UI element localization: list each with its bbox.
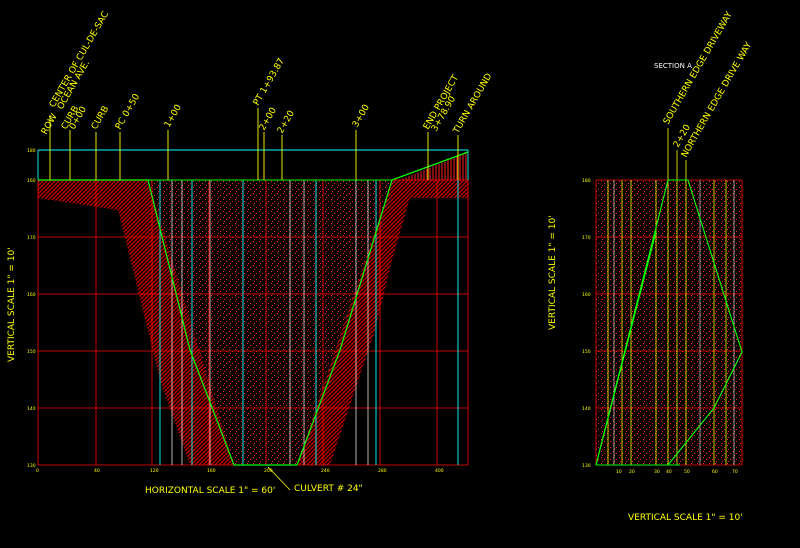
elev-tick: 150	[582, 349, 591, 355]
elev-tick: 160	[582, 292, 591, 298]
ground-line	[38, 151, 469, 466]
elev-tick: 160	[27, 292, 36, 298]
elev-tick: 170	[582, 235, 591, 241]
section-stipple	[596, 180, 742, 465]
x-tick: 240	[321, 468, 330, 474]
culvert-label: CULVERT # 24"	[294, 484, 363, 494]
profile-x-ticks: 0 40 120 160 200 240 280 400	[36, 468, 444, 474]
x-tick: 40	[666, 469, 672, 475]
left-hatch-band	[38, 180, 234, 465]
label-curb-2: CURB	[90, 105, 111, 132]
elev-tick: 130	[582, 463, 591, 469]
x-tick: 70	[732, 469, 738, 475]
section-outline-right	[595, 231, 657, 466]
cyan-lines	[37, 149, 469, 465]
white-lines	[171, 180, 369, 465]
label-3-00: 3+00	[351, 103, 372, 130]
section-title: SECTION A	[654, 62, 692, 70]
profile-grid	[37, 179, 469, 466]
x-tick: 280	[378, 468, 387, 474]
section-a-view: SECTION A SOUTHERN EDGE DRIVEWAY 2+20 NO…	[548, 10, 754, 523]
x-tick: 60	[712, 469, 718, 475]
x-tick: 30	[654, 469, 660, 475]
elev-tick: 130	[27, 463, 36, 469]
section-vertical-scale-side: VERTICAL SCALE 1" = 10'	[548, 215, 558, 330]
x-tick: 10	[616, 469, 622, 475]
label-2-20: 2+20	[276, 109, 297, 136]
section-vertical-scale-bottom: VERTICAL SCALE 1" = 10'	[628, 513, 743, 523]
station-labels: ROW CENTER OF CUL-DE-SAC OCEAN AVE. CURB…	[40, 10, 495, 137]
elev-tick: 180	[582, 178, 591, 184]
section-white-lines	[613, 180, 735, 465]
profile-horizontal-scale: HORIZONTAL SCALE 1" = 60'	[145, 486, 275, 496]
x-tick: 0	[36, 468, 39, 474]
profile-elev-ticks: 180 160 170 160 150 140 130	[27, 148, 36, 469]
label-2-00: 2+00	[258, 106, 279, 133]
elev-tick: 180	[27, 148, 36, 154]
elev-tick: 140	[27, 406, 36, 412]
profile-view: ROW CENTER OF CUL-DE-SAC OCEAN AVE. CURB…	[7, 10, 494, 496]
label-row: ROW	[40, 112, 60, 136]
culvert-leader	[267, 466, 291, 491]
label-pt-1-93-87: PT 1+93.87	[252, 57, 287, 108]
x-tick: 400	[435, 468, 444, 474]
section-x-ticks: 10 20 30 40 50 60 70	[616, 469, 738, 475]
profile-vertical-scale: VERTICAL SCALE 1" = 10'	[7, 247, 17, 362]
label-northern-edge-drive-way: NORTHERN EDGE DRIVE WAY	[680, 40, 755, 159]
elev-tick: 140	[582, 406, 591, 412]
x-tick: 160	[207, 468, 216, 474]
x-tick: 40	[94, 468, 100, 474]
x-tick: 120	[150, 468, 159, 474]
right-hatch-band	[297, 180, 468, 465]
elev-tick: 160	[27, 178, 36, 184]
elev-tick: 150	[27, 349, 36, 355]
turnaround-hatch	[400, 152, 468, 180]
section-outline-left	[595, 179, 743, 466]
x-tick: 50	[684, 469, 690, 475]
station-leaders	[49, 108, 459, 180]
x-tick: 200	[264, 468, 273, 474]
elev-tick: 170	[27, 235, 36, 241]
section-elev-ticks: 180 170 160 150 140 130	[582, 178, 591, 469]
label-center-cul-de-sac: CENTER OF CUL-DE-SAC	[48, 10, 111, 110]
label-pc-0-50: PC 0+50	[114, 92, 142, 131]
x-tick: 20	[629, 469, 635, 475]
label-1-00: 1+00	[163, 103, 184, 130]
